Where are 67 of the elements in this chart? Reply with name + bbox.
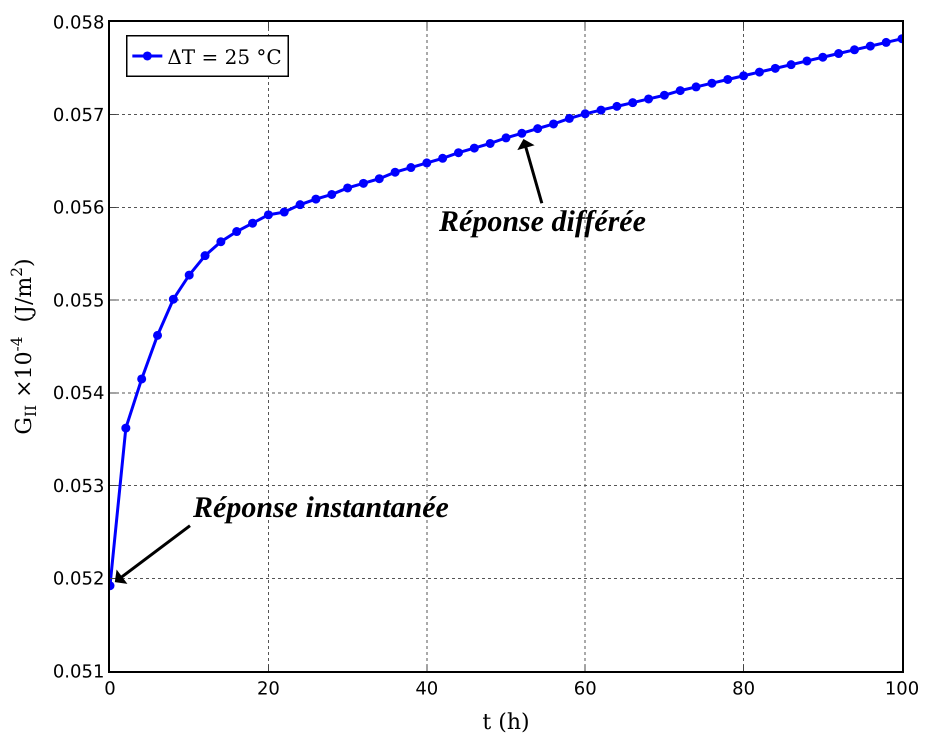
y-tick-label: 0.052	[52, 568, 104, 590]
point	[692, 82, 701, 92]
annotation: Réponse différée	[438, 205, 646, 238]
x-tick-label: 20	[256, 678, 280, 700]
point	[153, 330, 162, 340]
point	[739, 71, 748, 80]
point	[676, 86, 685, 96]
point	[660, 90, 669, 100]
x-tick-label: 40	[415, 678, 438, 700]
point	[216, 237, 226, 246]
point	[343, 183, 352, 192]
point	[596, 106, 606, 115]
point	[438, 154, 448, 163]
point	[754, 68, 764, 77]
y-tick-label: 0.056	[52, 198, 104, 219]
point	[248, 218, 258, 228]
point	[834, 49, 844, 58]
y-tick-label: 0.051	[52, 661, 104, 682]
point	[502, 133, 510, 142]
point	[200, 251, 210, 260]
point	[327, 190, 336, 199]
legend-label: ΔT = 25 °C	[167, 44, 282, 69]
point	[580, 109, 590, 118]
point	[264, 210, 273, 220]
point	[232, 227, 242, 236]
point	[707, 78, 716, 88]
point	[422, 158, 432, 168]
point	[644, 94, 654, 104]
point	[786, 60, 796, 70]
point	[374, 174, 384, 184]
point	[882, 38, 891, 47]
point	[802, 56, 812, 66]
point	[296, 200, 305, 210]
point	[612, 102, 622, 111]
point	[850, 45, 859, 54]
point	[486, 138, 495, 148]
point	[549, 119, 558, 128]
point	[628, 98, 638, 108]
point	[390, 168, 400, 177]
x-tick-label: 80	[732, 678, 756, 700]
x-tick-label: 100	[884, 678, 920, 700]
y-tick-label: 0.057	[52, 105, 104, 126]
point	[564, 114, 574, 123]
point	[280, 208, 289, 217]
point	[723, 74, 732, 84]
point	[358, 178, 368, 188]
y-tick-label: 0.053	[52, 476, 104, 497]
point	[454, 148, 463, 158]
point	[533, 124, 542, 134]
point	[184, 270, 194, 280]
annotation: Réponse instantanée	[192, 491, 449, 524]
point	[866, 42, 875, 51]
y-tick-label: 0.058	[52, 12, 104, 34]
point	[406, 163, 416, 172]
x-axis-title: t (h)	[482, 710, 530, 735]
point	[517, 128, 526, 138]
y-tick-label: 0.055	[52, 290, 104, 312]
x-tick-label: 60	[574, 678, 597, 700]
y-tick-label: 0.054	[52, 383, 104, 404]
point	[311, 194, 320, 204]
point	[168, 294, 178, 304]
point	[470, 144, 479, 153]
point	[121, 424, 130, 433]
x-tick-label: 0	[104, 678, 116, 700]
point	[137, 374, 146, 384]
point	[770, 64, 780, 73]
point	[818, 52, 828, 62]
